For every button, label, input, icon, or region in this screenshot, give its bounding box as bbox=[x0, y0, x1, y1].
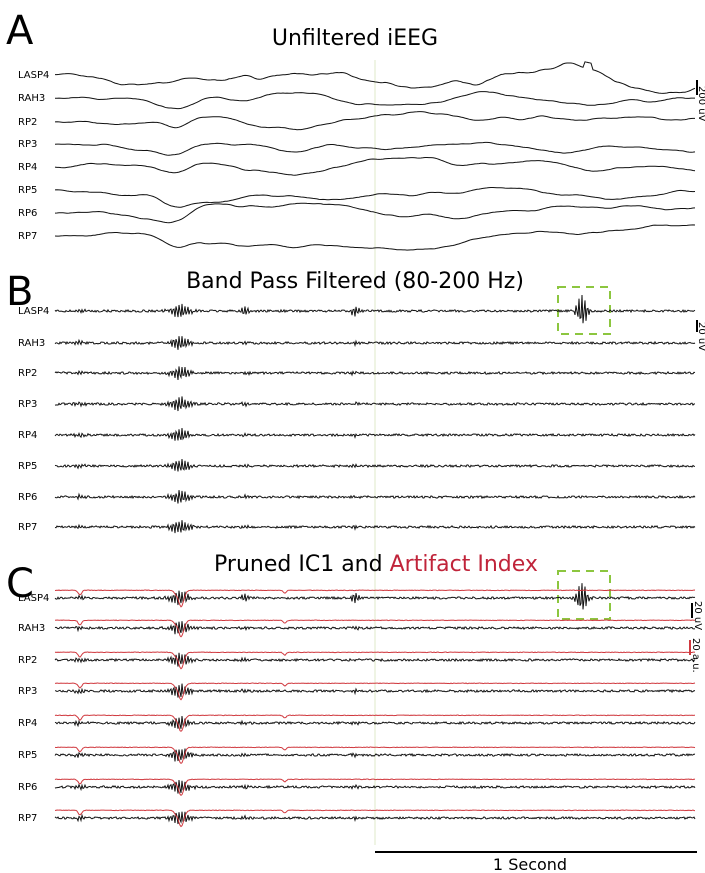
channel-label: RP2 bbox=[18, 368, 37, 379]
highlight-box bbox=[557, 570, 611, 620]
eeg-trace bbox=[54, 683, 696, 698]
channel-label: RP5 bbox=[18, 750, 37, 761]
eeg-trace bbox=[54, 621, 696, 635]
eeg-trace bbox=[54, 141, 696, 156]
scale-label: 20 a.u. bbox=[690, 638, 701, 673]
artifact-index-trace bbox=[54, 682, 696, 701]
eeg-trace bbox=[54, 187, 696, 208]
channel-label: RP3 bbox=[18, 686, 37, 697]
panel-letter: C bbox=[6, 561, 34, 607]
title-highlight: Artifact Index bbox=[390, 552, 538, 577]
panel-title: Unfiltered iEEG bbox=[272, 26, 438, 51]
channel-label: RP2 bbox=[18, 655, 37, 666]
eeg-trace bbox=[54, 157, 696, 176]
channel-label: RP3 bbox=[18, 139, 37, 150]
scale-label: 20 uV bbox=[696, 322, 705, 351]
eeg-trace bbox=[54, 715, 696, 729]
scale-label: 200 uV bbox=[696, 86, 705, 122]
panel-title: Band Pass Filtered (80-200 Hz) bbox=[186, 269, 524, 294]
channel-label: RP5 bbox=[18, 461, 37, 472]
scale-label: 20 uV bbox=[692, 601, 703, 630]
channel-label: RP7 bbox=[18, 231, 37, 242]
channel-label: RP4 bbox=[18, 162, 37, 173]
channel-label: RP7 bbox=[18, 522, 37, 533]
channel-label: LASP4 bbox=[18, 70, 49, 81]
channel-label: RP4 bbox=[18, 718, 37, 729]
eeg-trace bbox=[54, 490, 696, 504]
panel-title: Pruned IC1 and Artifact Index bbox=[214, 552, 538, 577]
eeg-trace bbox=[54, 652, 696, 667]
time-scale-label: 1 Second bbox=[493, 855, 567, 873]
artifact-index-trace bbox=[54, 619, 696, 638]
panel-letter: A bbox=[6, 8, 34, 54]
eeg-trace bbox=[54, 811, 696, 825]
eeg-trace bbox=[54, 111, 695, 131]
channel-label: RP5 bbox=[18, 185, 37, 196]
channel-label: RP6 bbox=[18, 492, 37, 503]
eeg-trace bbox=[54, 427, 696, 441]
eeg-trace bbox=[55, 61, 696, 94]
eeg-trace bbox=[54, 336, 696, 350]
channel-label: RP6 bbox=[18, 208, 37, 219]
eeg-trace bbox=[54, 224, 696, 251]
artifact-index-trace bbox=[54, 714, 695, 732]
eeg-trace bbox=[54, 520, 696, 534]
eeg-trace bbox=[54, 458, 696, 472]
channel-label: RP2 bbox=[18, 117, 37, 128]
title-part: Pruned IC1 and bbox=[214, 552, 383, 577]
channel-label: RP3 bbox=[18, 399, 37, 410]
artifact-index-trace bbox=[55, 809, 695, 828]
eeg-trace bbox=[55, 91, 695, 110]
eeg-trace bbox=[54, 202, 696, 224]
channel-label: RP7 bbox=[18, 813, 37, 824]
channel-label: LASP4 bbox=[18, 593, 49, 604]
channel-label: RAH3 bbox=[18, 93, 45, 104]
eeg-trace bbox=[54, 294, 696, 324]
channel-label: RP6 bbox=[18, 782, 37, 793]
artifact-index-trace bbox=[54, 651, 696, 670]
eeg-trace bbox=[54, 583, 696, 610]
eeg-trace bbox=[54, 366, 696, 381]
eeg-trace bbox=[54, 396, 696, 412]
eeg-trace bbox=[54, 779, 696, 794]
channel-label: RAH3 bbox=[18, 623, 45, 634]
channel-label: LASP4 bbox=[18, 306, 49, 317]
panel-letter: B bbox=[6, 269, 33, 315]
eeg-trace bbox=[54, 748, 696, 762]
artifact-index-trace bbox=[54, 746, 696, 765]
artifact-index-trace bbox=[54, 778, 696, 796]
artifact-index-trace bbox=[54, 589, 696, 608]
channel-label: RP4 bbox=[18, 430, 37, 441]
channel-label: RAH3 bbox=[18, 338, 45, 349]
